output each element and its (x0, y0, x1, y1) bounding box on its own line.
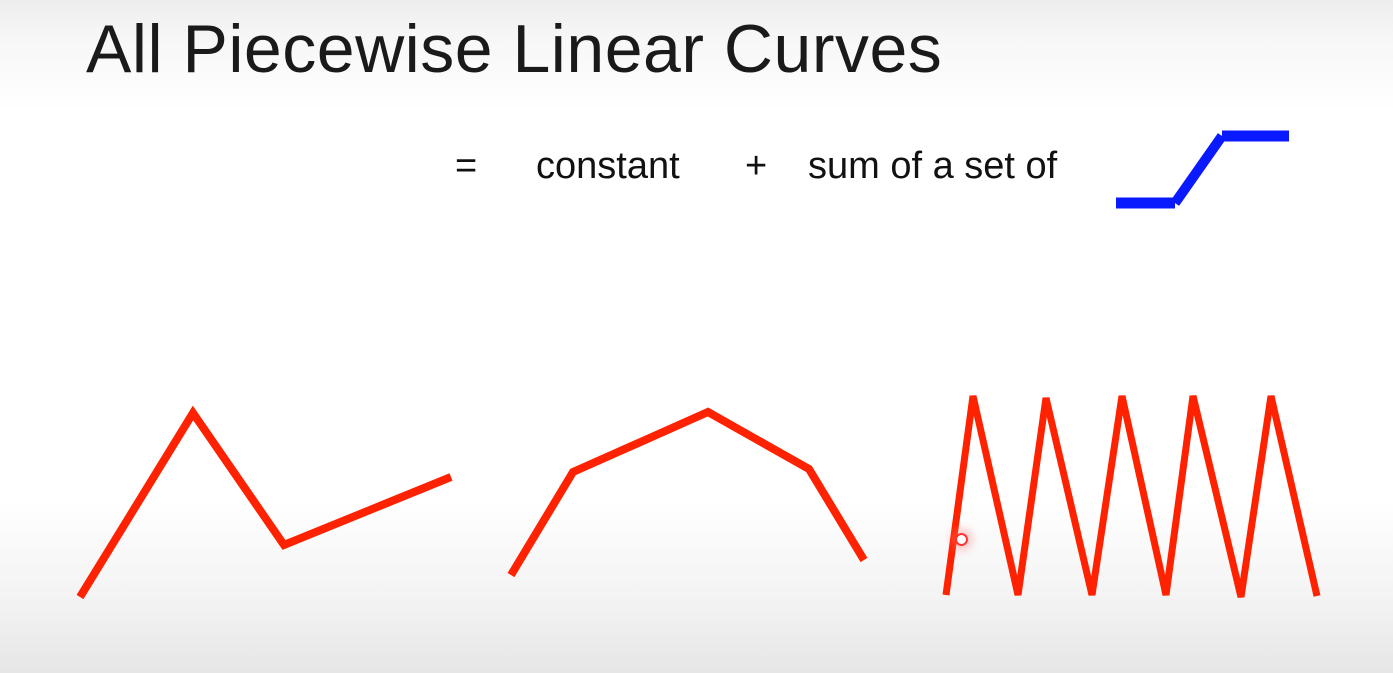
step-ramp-segment (1170, 133, 1227, 206)
equals-sign: = (455, 145, 478, 187)
blue-hard-sigmoid-step-icon (1116, 130, 1289, 209)
slide-title: All Piecewise Linear Curves (86, 11, 943, 87)
sum-of-set-term: sum of a set of (808, 145, 1058, 187)
plus-sign: + (745, 145, 768, 187)
pointer-cursor-icon (955, 533, 968, 546)
constant-term: constant (536, 145, 680, 187)
